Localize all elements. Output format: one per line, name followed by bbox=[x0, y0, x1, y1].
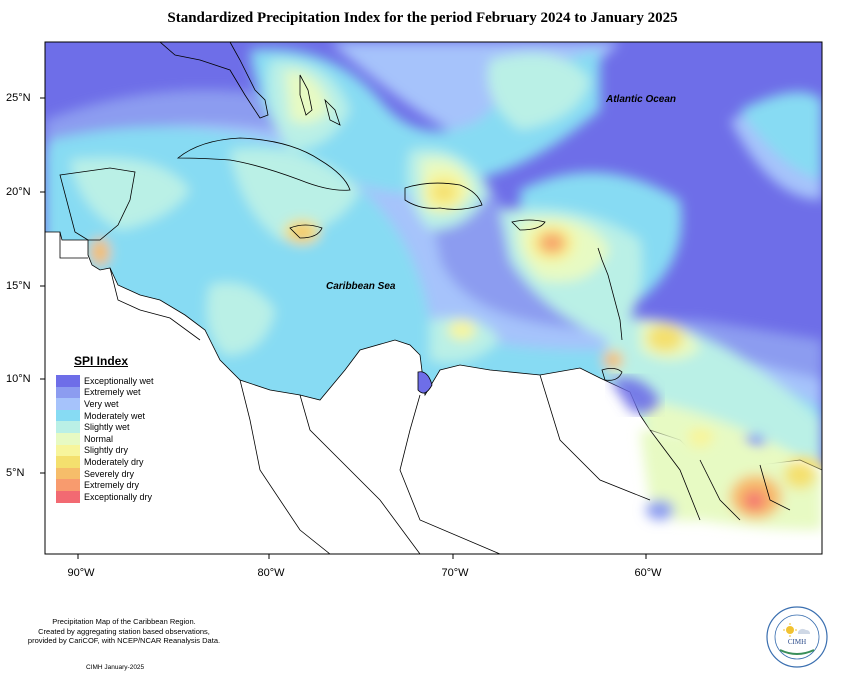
legend-swatch bbox=[56, 444, 80, 457]
legend-item: Extremely wet bbox=[56, 386, 154, 399]
legend-item: Severely dry bbox=[56, 467, 154, 480]
legend-swatch bbox=[56, 398, 80, 410]
legend-item: Exceptionally wet bbox=[56, 375, 154, 387]
lat-tick-20n: 20°N bbox=[6, 186, 31, 198]
legend-label: Normal bbox=[84, 433, 114, 444]
legend-item: Moderately wet bbox=[56, 409, 154, 422]
legend-label: Extremely dry bbox=[84, 480, 140, 491]
legend-label: Moderately dry bbox=[84, 456, 144, 467]
legend-swatch bbox=[56, 467, 80, 480]
legend-swatch bbox=[56, 479, 80, 491]
legend-swatch bbox=[56, 456, 80, 468]
legend-swatch bbox=[56, 375, 80, 387]
legend-label: Exceptionally dry bbox=[84, 491, 153, 502]
spi-legend: SPI Index Exceptionally wet Extremely wet… bbox=[56, 354, 154, 503]
legend-swatch bbox=[56, 432, 80, 445]
lon-tick-60w: 60°W bbox=[634, 567, 662, 579]
map-title: Standardized Precipitation Index for the… bbox=[167, 10, 678, 26]
legend-swatch bbox=[56, 490, 80, 503]
cimh-logo: CIMH bbox=[766, 606, 828, 668]
legend-swatch bbox=[56, 409, 80, 422]
caribbean-sea-label: Caribbean Sea bbox=[326, 281, 396, 292]
logo-text: CIMH bbox=[788, 638, 806, 646]
lat-tick-25n: 25°N bbox=[6, 92, 31, 104]
legend-swatch bbox=[56, 421, 80, 433]
lon-tick-70w: 70°W bbox=[441, 567, 469, 579]
footer-notes: Precipitation Map of the Caribbean Regio… bbox=[6, 617, 242, 646]
legend-swatch bbox=[56, 386, 80, 399]
legend-item: Slightly dry bbox=[56, 444, 154, 457]
legend-item: Moderately dry bbox=[56, 456, 154, 468]
legend-item: Extremely dry bbox=[56, 479, 154, 491]
axis-ticks bbox=[40, 97, 647, 559]
legend-label: Extremely wet bbox=[84, 387, 141, 398]
atlantic-ocean-label: Atlantic Ocean bbox=[606, 94, 677, 105]
landmasses bbox=[59, 42, 791, 554]
footer-credit: CIMH January-2025 bbox=[86, 664, 145, 671]
legend-label: Severely dry bbox=[84, 468, 135, 479]
legend-item: Exceptionally dry bbox=[56, 490, 154, 503]
legend-label: Slightly dry bbox=[84, 445, 129, 456]
lat-tick-5n: 5°N bbox=[6, 467, 25, 479]
legend-title: SPI Index bbox=[74, 354, 129, 368]
footer-line-2: Created by aggregating station based obs… bbox=[38, 626, 210, 636]
legend-label: Very wet bbox=[84, 398, 119, 409]
footer-line-3: provided by CariCOF, with NCEP/NCAR Rean… bbox=[27, 636, 221, 645]
spi-field bbox=[45, 42, 822, 554]
footer-line-1: Precipitation Map of the Caribbean Regio… bbox=[52, 617, 196, 626]
legend-label: Slightly wet bbox=[84, 422, 130, 433]
lon-tick-80w: 80°W bbox=[257, 567, 285, 579]
lat-tick-10n: 10°N bbox=[6, 373, 31, 385]
lat-tick-15n: 15°N bbox=[6, 280, 31, 292]
legend-label: Moderately wet bbox=[84, 410, 146, 421]
legend-item: Slightly wet bbox=[56, 421, 154, 433]
lon-tick-90w: 90°W bbox=[67, 567, 95, 579]
legend-label: Exceptionally wet bbox=[84, 375, 154, 386]
legend-item: Normal bbox=[56, 432, 154, 445]
legend-item: Very wet bbox=[56, 398, 154, 410]
